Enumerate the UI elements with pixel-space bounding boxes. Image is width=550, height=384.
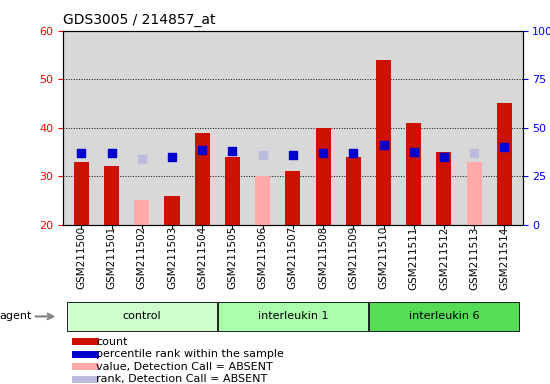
Text: GSM211500: GSM211500 bbox=[76, 226, 86, 289]
Bar bbox=[346, 157, 361, 225]
FancyBboxPatch shape bbox=[369, 302, 519, 331]
Bar bbox=[104, 167, 119, 225]
Text: control: control bbox=[123, 311, 161, 321]
Text: GSM211512: GSM211512 bbox=[439, 226, 449, 290]
Text: GSM211510: GSM211510 bbox=[378, 226, 388, 290]
Text: GSM211509: GSM211509 bbox=[348, 226, 358, 290]
Bar bbox=[497, 103, 512, 225]
Text: GSM211511: GSM211511 bbox=[409, 226, 419, 290]
Bar bbox=[74, 162, 89, 225]
Bar bbox=[72, 338, 98, 345]
Point bbox=[500, 144, 509, 150]
Text: GSM211506: GSM211506 bbox=[257, 226, 268, 290]
Text: interleukin 1: interleukin 1 bbox=[257, 311, 328, 321]
Bar bbox=[316, 128, 331, 225]
Text: GSM211505: GSM211505 bbox=[228, 226, 238, 290]
Bar bbox=[72, 351, 98, 358]
Bar bbox=[466, 162, 482, 225]
Text: GSM211504: GSM211504 bbox=[197, 226, 207, 290]
Point bbox=[318, 150, 327, 156]
Point bbox=[198, 147, 207, 153]
Text: GDS3005 / 214857_at: GDS3005 / 214857_at bbox=[63, 13, 216, 27]
Point bbox=[168, 154, 177, 160]
Point bbox=[379, 142, 388, 148]
Text: GSM211503: GSM211503 bbox=[167, 226, 177, 290]
Text: GSM211507: GSM211507 bbox=[288, 226, 298, 290]
Text: GSM211508: GSM211508 bbox=[318, 226, 328, 290]
Bar bbox=[406, 123, 421, 225]
Bar bbox=[72, 376, 98, 383]
Bar bbox=[225, 157, 240, 225]
Text: percentile rank within the sample: percentile rank within the sample bbox=[96, 349, 284, 359]
Text: agent: agent bbox=[0, 311, 32, 321]
Point bbox=[288, 152, 297, 158]
Point bbox=[439, 154, 448, 160]
Text: GSM211514: GSM211514 bbox=[499, 226, 509, 290]
Bar bbox=[72, 363, 98, 370]
Point bbox=[258, 152, 267, 158]
Bar bbox=[134, 200, 150, 225]
Point bbox=[107, 150, 116, 156]
Point bbox=[138, 156, 146, 162]
Text: GSM211502: GSM211502 bbox=[137, 226, 147, 290]
Bar bbox=[436, 152, 452, 225]
Text: value, Detection Call = ABSENT: value, Detection Call = ABSENT bbox=[96, 362, 273, 372]
Text: GSM211513: GSM211513 bbox=[469, 226, 479, 290]
Point bbox=[409, 149, 418, 155]
FancyBboxPatch shape bbox=[218, 302, 368, 331]
Point bbox=[349, 150, 358, 156]
Text: GSM211501: GSM211501 bbox=[107, 226, 117, 290]
Bar bbox=[285, 171, 300, 225]
Point bbox=[77, 150, 86, 156]
Bar bbox=[195, 132, 210, 225]
FancyBboxPatch shape bbox=[67, 302, 217, 331]
Bar bbox=[376, 60, 391, 225]
Point bbox=[470, 150, 478, 156]
Bar bbox=[164, 195, 179, 225]
Text: count: count bbox=[96, 337, 128, 347]
Bar bbox=[255, 176, 270, 225]
Text: interleukin 6: interleukin 6 bbox=[409, 311, 479, 321]
Point bbox=[228, 148, 237, 154]
Text: rank, Detection Call = ABSENT: rank, Detection Call = ABSENT bbox=[96, 374, 267, 384]
